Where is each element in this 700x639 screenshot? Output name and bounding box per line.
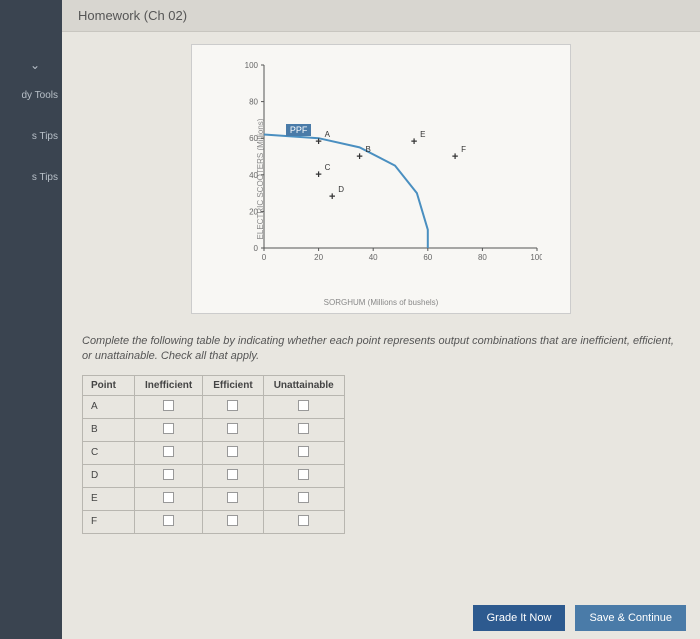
cell: [135, 510, 203, 533]
checkbox-c-unattainable[interactable]: [298, 446, 309, 457]
svg-text:40: 40: [369, 253, 378, 262]
checkbox-b-efficient[interactable]: [227, 423, 238, 434]
checkbox-b-unattainable[interactable]: [298, 423, 309, 434]
svg-text:20: 20: [314, 253, 323, 262]
checkbox-f-unattainable[interactable]: [298, 515, 309, 526]
chart-point-label-e: E: [420, 130, 425, 139]
row-point-label: A: [83, 395, 135, 418]
table-row: B: [83, 418, 345, 441]
cell: [203, 418, 263, 441]
checkbox-e-unattainable[interactable]: [298, 492, 309, 503]
row-point-label: F: [83, 510, 135, 533]
cell: [203, 510, 263, 533]
chart-point-label-a: A: [325, 130, 330, 139]
cell: [263, 510, 344, 533]
checkbox-f-efficient[interactable]: [227, 515, 238, 526]
svg-text:60: 60: [249, 134, 258, 143]
row-point-label: B: [83, 418, 135, 441]
chart-svg: 0 20 40 60 80 100 0 20 40 60 80 100: [242, 60, 542, 270]
cell: [263, 395, 344, 418]
sidebar-item-tips-1[interactable]: s Tips: [32, 131, 58, 142]
svg-text:40: 40: [249, 171, 258, 180]
cell: [135, 464, 203, 487]
sidebar-item-tools[interactable]: dy Tools: [21, 90, 58, 101]
table-row: F: [83, 510, 345, 533]
checkbox-f-inefficient[interactable]: [163, 515, 174, 526]
page-header: Homework (Ch 02): [62, 0, 700, 32]
ppf-label: PPF: [286, 124, 312, 136]
row-point-label: C: [83, 441, 135, 464]
cell: [135, 395, 203, 418]
cell: [203, 395, 263, 418]
footer-buttons: Grade It Now Save & Continue: [473, 605, 686, 631]
cell: [135, 441, 203, 464]
svg-text:0: 0: [262, 253, 267, 262]
cell: [263, 464, 344, 487]
sidebar: dy Tools s Tips s Tips: [0, 0, 62, 639]
checkbox-a-unattainable[interactable]: [298, 400, 309, 411]
chevron-down-icon[interactable]: ⌄: [30, 58, 40, 72]
checkbox-a-inefficient[interactable]: [163, 400, 174, 411]
x-axis-label: SORGHUM (Millions of bushels): [324, 298, 439, 307]
checkbox-e-efficient[interactable]: [227, 492, 238, 503]
table-row: E: [83, 487, 345, 510]
chart-point-d: +: [326, 191, 338, 203]
checkbox-d-unattainable[interactable]: [298, 469, 309, 480]
row-point-label: E: [83, 487, 135, 510]
svg-text:100: 100: [245, 61, 259, 70]
table-row: D: [83, 464, 345, 487]
row-point-label: D: [83, 464, 135, 487]
table-row: C: [83, 441, 345, 464]
svg-text:20: 20: [249, 207, 258, 216]
grade-button[interactable]: Grade It Now: [473, 605, 566, 631]
chart-point-a: +: [313, 136, 325, 148]
sidebar-item-tips-2[interactable]: s Tips: [32, 172, 58, 183]
svg-text:100: 100: [530, 253, 542, 262]
chart-point-label-d: D: [338, 185, 344, 194]
content-area: ELECTRIC SCOOTERS (Millions) SORGHUM (Mi…: [62, 32, 700, 639]
checkbox-d-inefficient[interactable]: [163, 469, 174, 480]
chart-point-e: +: [408, 136, 420, 148]
col-point: Point: [83, 375, 135, 395]
chart-point-b: +: [354, 151, 366, 163]
checkbox-c-inefficient[interactable]: [163, 446, 174, 457]
answer-table: PointInefficientEfficientUnattainable AB…: [82, 375, 345, 534]
cell: [135, 418, 203, 441]
svg-text:0: 0: [254, 244, 259, 253]
chart-point-label-c: C: [325, 163, 331, 172]
svg-text:80: 80: [249, 98, 258, 107]
chart-point-c: +: [313, 169, 325, 181]
col-inefficient: Inefficient: [135, 375, 203, 395]
cell: [203, 441, 263, 464]
chart-point-label-f: F: [461, 145, 466, 154]
main-panel: Homework (Ch 02) ELECTRIC SCOOTERS (Mill…: [62, 0, 700, 639]
checkbox-b-inefficient[interactable]: [163, 423, 174, 434]
checkbox-a-efficient[interactable]: [227, 400, 238, 411]
svg-text:80: 80: [478, 253, 487, 262]
chart-point-label-b: B: [366, 145, 371, 154]
page-title: Homework (Ch 02): [78, 8, 187, 23]
col-unattainable: Unattainable: [263, 375, 344, 395]
cell: [135, 487, 203, 510]
checkbox-e-inefficient[interactable]: [163, 492, 174, 503]
table-row: A: [83, 395, 345, 418]
svg-text:60: 60: [423, 253, 432, 262]
cell: [263, 487, 344, 510]
cell: [203, 464, 263, 487]
chart-point-f: +: [449, 151, 461, 163]
cell: [203, 487, 263, 510]
cell: [263, 418, 344, 441]
cell: [263, 441, 344, 464]
instruction-text: Complete the following table by indicati…: [82, 334, 680, 365]
save-continue-button[interactable]: Save & Continue: [575, 605, 686, 631]
checkbox-c-efficient[interactable]: [227, 446, 238, 457]
checkbox-d-efficient[interactable]: [227, 469, 238, 480]
ppf-chart: ELECTRIC SCOOTERS (Millions) SORGHUM (Mi…: [191, 44, 571, 314]
col-efficient: Efficient: [203, 375, 263, 395]
